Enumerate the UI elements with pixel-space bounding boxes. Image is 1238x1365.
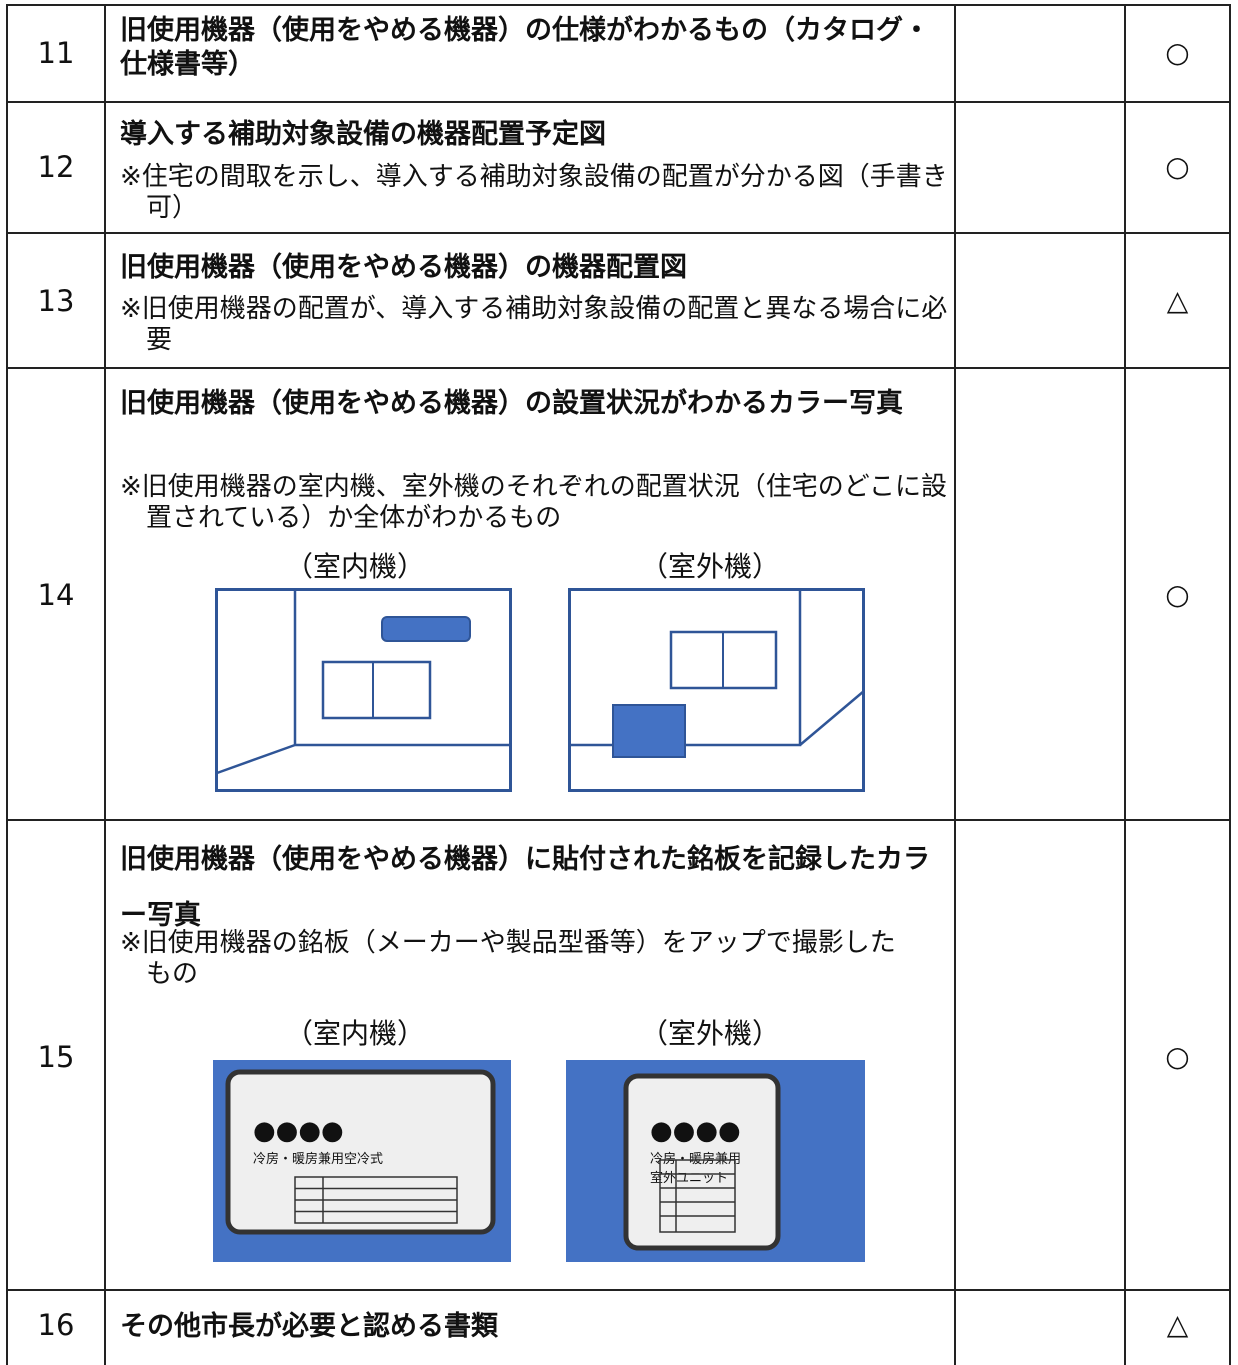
row-title: 旧使用機器（使用をやめる機器）の機器配置図	[120, 252, 687, 283]
row-title: 旧使用機器（使用をやめる機器）の仕様がわかるもの（カタログ・仕様書等）	[120, 15, 930, 80]
row-note: ※旧使用機器の配置が、導入する補助対象設備の配置と異なる場合に必要	[120, 294, 948, 355]
row-mark: ○	[1165, 1040, 1190, 1073]
border	[1124, 4, 1126, 1365]
row-number: 12	[37, 150, 75, 184]
row-number: 14	[37, 578, 75, 612]
row-mark: ○	[1165, 150, 1190, 183]
row-number: 11	[37, 36, 75, 70]
row-mark: ○	[1165, 578, 1190, 611]
row-number: 13	[37, 284, 75, 318]
outdoor-nameplate: ●●●● 冷房・暖房兼用 室外ユニット	[566, 1060, 865, 1262]
row-mark: ○	[1165, 36, 1190, 69]
row-mark: △	[1166, 1308, 1189, 1341]
border	[104, 4, 106, 1365]
nameplate-dots: ●●●●	[253, 1116, 344, 1146]
row-note: ※住宅の間取を示し、導入する補助対象設備の配置が分かる図（手書き可）	[120, 162, 948, 223]
border	[6, 4, 8, 1365]
row-note: ※旧使用機器の室内機、室外機のそれぞれの配置状況（住宅のどこに設置されている）か…	[120, 472, 948, 533]
outdoor-diagram	[568, 588, 865, 792]
row-title: 導入する補助対象設備の機器配置予定図	[120, 119, 606, 150]
figure-label: （室内機）	[285, 1017, 426, 1050]
row-number: 15	[37, 1040, 75, 1074]
indoor-nameplate: ●●●● 冷房・暖房兼用空冷式	[213, 1060, 511, 1262]
nameplate-text: 室外ユニット	[650, 1170, 728, 1186]
border	[7, 819, 1231, 821]
figure-label: （室内機）	[285, 550, 426, 583]
row-number: 16	[37, 1308, 75, 1342]
border	[1229, 4, 1231, 1365]
nameplate-text: 冷房・暖房兼用	[650, 1151, 741, 1167]
border	[954, 4, 956, 1365]
nameplate-dots: ●●●●	[650, 1116, 741, 1146]
indoor-diagram	[215, 588, 512, 792]
border	[7, 101, 1231, 103]
border	[7, 232, 1231, 234]
row-mark: △	[1166, 284, 1189, 317]
border	[7, 1289, 1231, 1291]
figure-label: （室外機）	[640, 550, 781, 583]
row-title: その他市長が必要と認める書類	[120, 1311, 498, 1342]
row-title: 旧使用機器（使用をやめる機器）の設置状況がわかるカラー写真	[120, 388, 903, 419]
border	[7, 4, 1231, 6]
border	[7, 367, 1231, 369]
row-note: ※旧使用機器の銘板（メーカーや製品型番等）をアップで撮影したもの	[120, 928, 896, 989]
nameplate-text: 冷房・暖房兼用空冷式	[253, 1151, 383, 1167]
figure-label: （室外機）	[640, 1017, 781, 1050]
row-title: 旧使用機器（使用をやめる機器）に貼付された銘板を記録したカラー写真	[120, 844, 930, 931]
